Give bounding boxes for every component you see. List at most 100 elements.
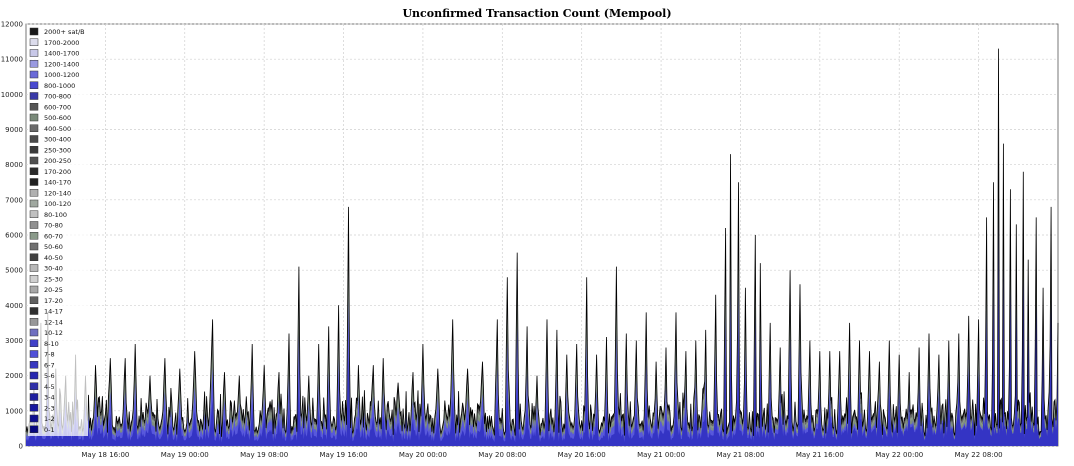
y-tick-label: 11000: [1, 56, 23, 64]
legend-swatch: [29, 27, 39, 36]
x-tick-label: May 22 08:00: [955, 451, 1003, 459]
legend-swatch: [29, 350, 39, 358]
legend-swatch: [29, 146, 39, 154]
legend-label: 30-40: [44, 265, 63, 273]
y-tick-label: 3000: [5, 337, 23, 345]
legend-label: 600-700: [44, 103, 71, 111]
legend-swatch: [29, 199, 39, 208]
legend-label: 800-1000: [44, 82, 75, 90]
y-tick-label: 2000: [5, 372, 23, 380]
legend-swatch: [29, 264, 39, 272]
legend-swatch: [29, 156, 39, 165]
x-tick-label: May 19 00:00: [161, 451, 209, 459]
legend-swatch: [29, 275, 39, 283]
legend-swatch: [29, 242, 39, 251]
legend-swatch: [29, 189, 39, 197]
y-axis: 0 1000 2000 3000 4000 5000 6000 7000 8000 9000 100…: [1, 21, 23, 451]
y-tick-label: 0: [19, 443, 23, 451]
y-tick-label: 1000: [5, 407, 23, 415]
legend-swatch: [29, 92, 39, 100]
legend-label: 700-800: [44, 93, 71, 101]
legend-label: 2-3: [44, 404, 55, 412]
legend-swatch: [29, 178, 39, 186]
total-count-line: [25, 48, 1059, 437]
y-tick-label: 5000: [5, 267, 23, 275]
legend-label: 40-50: [44, 254, 63, 262]
area-series: [26, 48, 1058, 447]
legend-label: 400-500: [44, 125, 71, 133]
legend-swatch: [29, 361, 39, 369]
legend-label: 7-8: [44, 351, 55, 359]
legend-label: 300-400: [44, 136, 71, 144]
legend-label: 12-14: [44, 318, 63, 326]
legend-label: 80-100: [44, 211, 67, 219]
legend-label: 250-300: [44, 146, 71, 154]
x-tick-label: May 21 00:00: [637, 451, 685, 459]
y-tick-label: 8000: [5, 161, 23, 169]
legend-swatch: [29, 393, 39, 401]
legend-label: 6-7: [44, 361, 55, 369]
legend-swatch: [29, 414, 39, 423]
legend-label: 60-70: [44, 232, 63, 240]
stack-layer-area: [26, 213, 1058, 446]
legend-label: 1200-1400: [44, 60, 79, 68]
y-tick-label: 4000: [5, 302, 23, 310]
legend-swatch: [29, 221, 39, 229]
legend-swatch: [29, 124, 39, 132]
legend-label: 1400-1700: [44, 50, 79, 58]
y-tick-label: 9000: [5, 126, 23, 134]
legend-label: 100-120: [44, 200, 71, 208]
legend-swatch: [29, 318, 39, 326]
legend-label: 1000-1200: [44, 71, 79, 79]
legend-swatch: [29, 382, 39, 390]
legend-label: 120-140: [44, 189, 71, 197]
legend-label: 14-17: [44, 308, 63, 316]
legend-swatch: [29, 339, 39, 347]
legend-swatch: [29, 167, 39, 175]
y-tick-label: 6000: [5, 232, 23, 240]
legend-swatch: [29, 210, 39, 218]
legend-swatch: [29, 38, 39, 46]
y-tick-label: 12000: [1, 21, 23, 29]
line-series: [25, 48, 1059, 437]
legend-swatch: [29, 60, 39, 68]
legend-swatch: [29, 425, 39, 433]
legend-label: 1-2: [44, 415, 55, 423]
legend-swatch: [29, 113, 39, 122]
x-tick-label: May 20 08:00: [478, 451, 526, 459]
legend-label: 140-170: [44, 179, 71, 187]
legend-label: 17-20: [44, 297, 63, 305]
x-tick-label: May 20 00:00: [399, 451, 447, 459]
legend-swatch: [29, 70, 39, 79]
legend-label: 50-60: [44, 243, 63, 251]
legend-label: 25-30: [44, 275, 63, 283]
legend-label: 5-6: [44, 372, 55, 380]
legend-label: 0-1: [44, 426, 55, 434]
legend: 2000+ sat/B 1700-2000 1400-1700 1200-1400 10…: [28, 26, 88, 436]
legend-label: 20-25: [44, 286, 63, 294]
legend-label: 8-10: [44, 340, 59, 348]
x-tick-label: May 20 16:00: [558, 451, 606, 459]
legend-swatch: [29, 328, 39, 337]
legend-label: 4-5: [44, 383, 55, 391]
legend-label: 3-4: [44, 394, 55, 402]
legend-swatch: [29, 81, 39, 89]
legend-swatch: [29, 371, 39, 380]
y-tick-label: 10000: [1, 91, 23, 99]
legend-swatch: [29, 49, 39, 57]
legend-swatch: [29, 404, 39, 412]
legend-swatch: [29, 285, 39, 294]
y-tick-label: 7000: [5, 196, 23, 204]
legend-label: 200-250: [44, 157, 71, 165]
x-tick-label: May 21 08:00: [716, 451, 764, 459]
chart-title: Unconfirmed Transaction Count (Mempool): [402, 7, 671, 20]
legend-label: 2000+ sat/B: [44, 28, 85, 36]
legend-label: 500-600: [44, 114, 71, 122]
legend-swatch: [29, 103, 39, 111]
legend-swatch: [29, 232, 39, 240]
x-axis: May 18 16:00 May 19 00:00 May 19 08:00 May …: [81, 451, 1002, 459]
legend-swatch: [29, 253, 39, 261]
legend-label: 1700-2000: [44, 39, 79, 47]
x-tick-label: May 22 00:00: [875, 451, 923, 459]
